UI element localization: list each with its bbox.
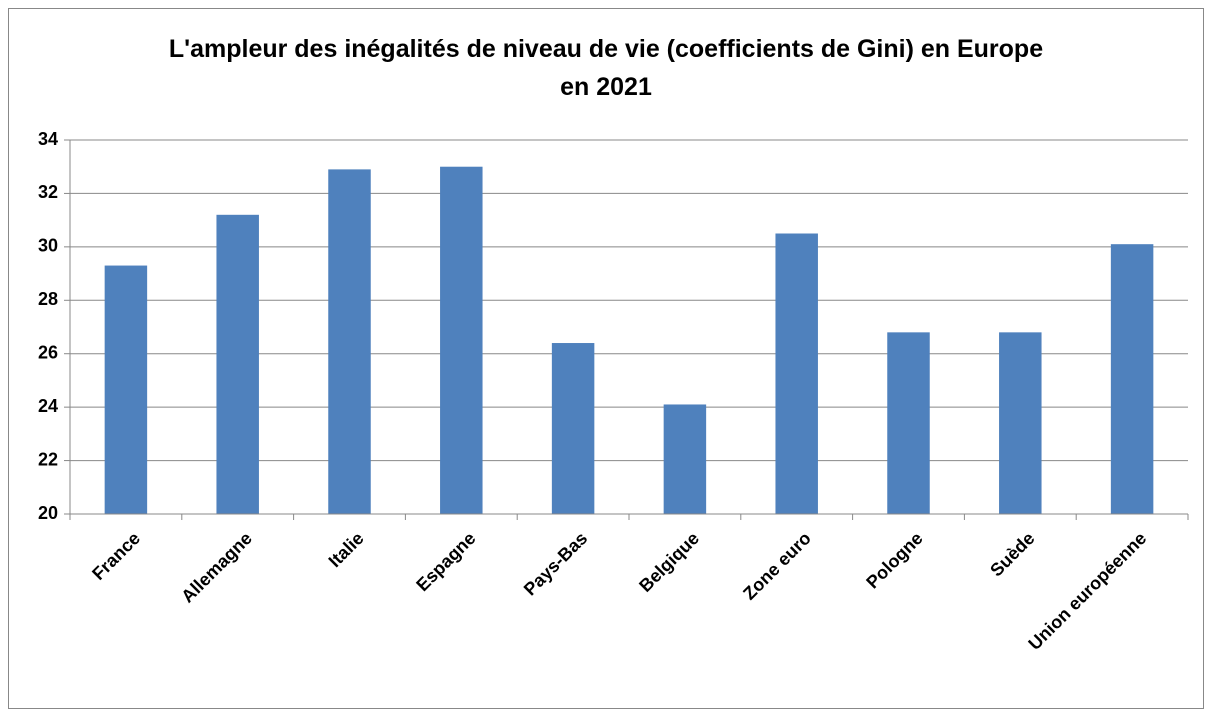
x-tick-label: Zone euro bbox=[739, 528, 815, 604]
x-tick-label: France bbox=[88, 528, 144, 584]
bar bbox=[328, 169, 371, 514]
x-tick-label: Belgique bbox=[635, 528, 703, 596]
bar bbox=[551, 343, 595, 514]
bar bbox=[775, 233, 818, 514]
y-tick-label: 34 bbox=[38, 129, 58, 149]
y-tick-label: 20 bbox=[38, 503, 58, 523]
x-tick-label: Pays-Bas bbox=[520, 528, 591, 599]
x-tick-label: Espagne bbox=[412, 528, 479, 595]
bar bbox=[663, 404, 707, 514]
y-tick-label: 30 bbox=[38, 236, 58, 256]
chart-title: L'ampleur des inégalités de niveau de vi… bbox=[168, 35, 1044, 101]
x-tick-label: Allemagne bbox=[177, 528, 256, 607]
x-tick-label: Suède bbox=[986, 528, 1038, 580]
bar bbox=[104, 265, 148, 514]
x-tick-label: Italie bbox=[325, 528, 368, 571]
chart-frame bbox=[8, 8, 1204, 709]
bar bbox=[999, 332, 1042, 514]
bar bbox=[216, 214, 259, 515]
y-tick-label: 24 bbox=[38, 396, 58, 416]
y-tick-label: 26 bbox=[38, 342, 58, 362]
bar bbox=[887, 332, 930, 514]
x-tick-label: Pologne bbox=[862, 528, 926, 592]
x-tick-label: Union européenne bbox=[1024, 528, 1150, 654]
y-tick-label: 32 bbox=[38, 182, 58, 202]
bar bbox=[440, 166, 483, 514]
bar bbox=[1110, 244, 1154, 514]
y-tick-label: 28 bbox=[38, 289, 58, 309]
y-tick-label: 22 bbox=[38, 449, 58, 469]
